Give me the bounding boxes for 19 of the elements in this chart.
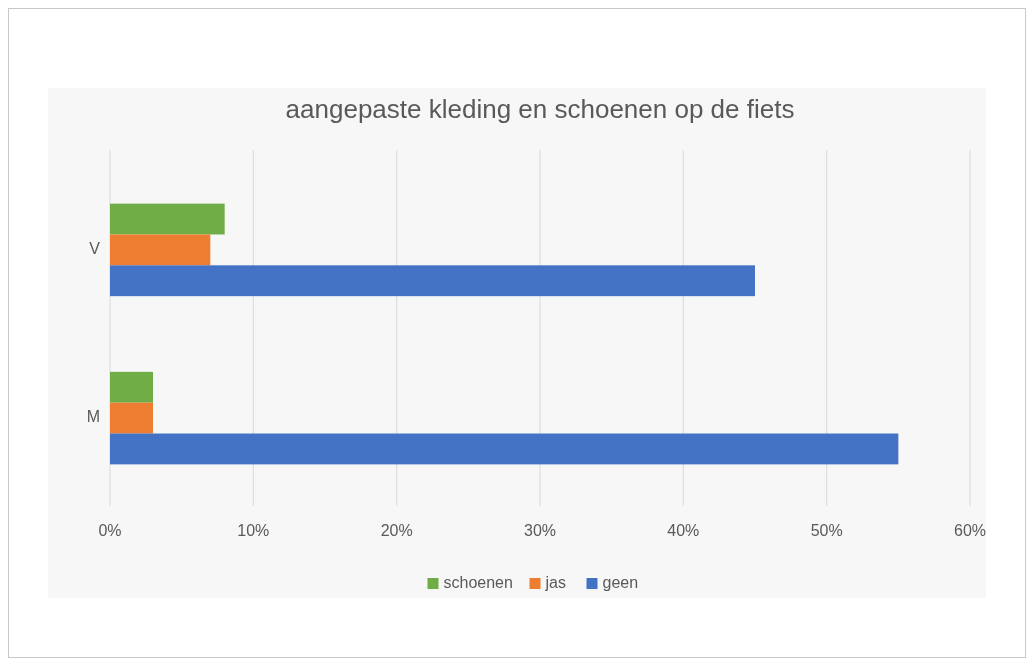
legend-label: schoenen [443, 574, 513, 592]
y-tick-label: V [89, 240, 101, 258]
x-tick-label: 0% [98, 522, 122, 539]
legend-label: jas [544, 574, 566, 592]
bar [110, 402, 153, 434]
legend-label: geen [602, 574, 639, 592]
bar [110, 203, 225, 235]
x-tick-label: 20% [380, 522, 413, 539]
bar [110, 371, 153, 403]
x-tick-label: 10% [237, 522, 270, 539]
x-tick-label: 60% [953, 522, 987, 539]
x-tick-label: 50% [810, 522, 843, 539]
chart-title: aangepaste kleding en schoenen op de fiets [285, 94, 795, 124]
x-tick-label: 40% [667, 522, 700, 539]
bar [110, 433, 899, 465]
y-tick-label: M [86, 408, 100, 426]
bar [110, 234, 211, 266]
x-tick-label: 30% [523, 522, 557, 539]
bar [110, 265, 755, 297]
